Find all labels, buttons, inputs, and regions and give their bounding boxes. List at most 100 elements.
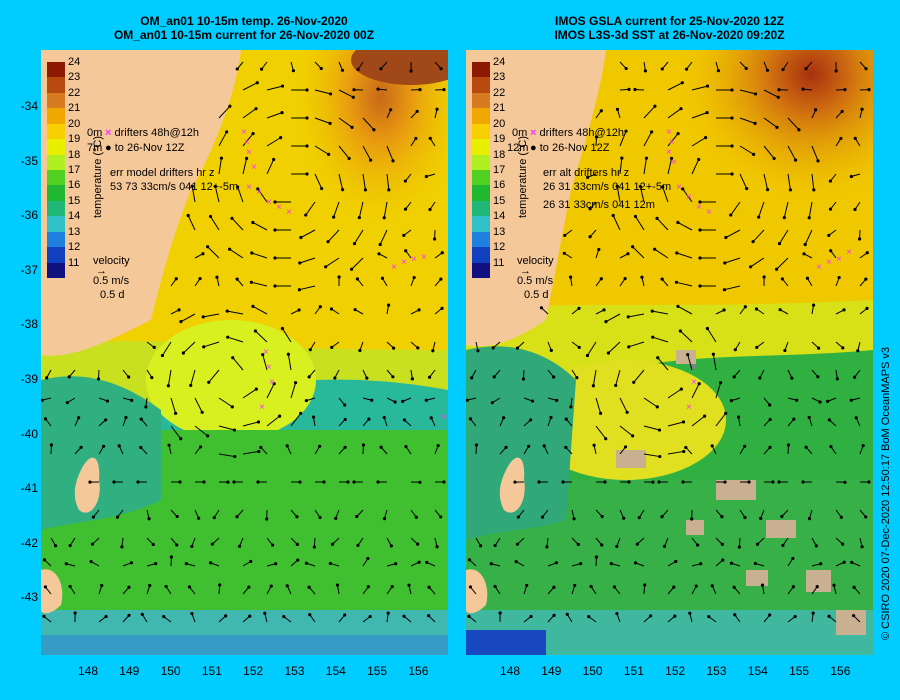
current-arrow bbox=[266, 137, 281, 147]
arrow-head bbox=[780, 514, 784, 519]
arrow-head bbox=[285, 444, 289, 448]
arrow-head bbox=[346, 480, 350, 484]
current-arrow bbox=[242, 421, 259, 427]
current-arrow bbox=[282, 328, 292, 343]
arrow-head bbox=[206, 434, 210, 438]
current-arrow bbox=[612, 215, 621, 231]
arrow-head bbox=[254, 387, 258, 391]
current-arrow bbox=[643, 131, 653, 147]
arrow-head bbox=[89, 559, 93, 564]
current-arrow bbox=[592, 369, 597, 386]
arrow-head bbox=[439, 277, 443, 281]
current-arrow bbox=[739, 89, 756, 95]
arrow-head bbox=[835, 377, 839, 381]
arrow-head bbox=[674, 280, 679, 284]
arrow-head bbox=[792, 417, 796, 421]
arrow-head bbox=[624, 66, 628, 71]
arrow-head bbox=[340, 187, 345, 192]
arrow-head bbox=[235, 277, 239, 281]
arrow-head bbox=[576, 542, 580, 547]
arrow-head bbox=[656, 356, 660, 360]
current-arrow bbox=[616, 186, 621, 203]
x-tick-label: 151 bbox=[623, 664, 644, 678]
arrow-head bbox=[382, 216, 386, 220]
arrow-head bbox=[45, 376, 49, 380]
arrow-head bbox=[439, 515, 443, 519]
current-arrow bbox=[218, 158, 222, 175]
arrow-head bbox=[251, 220, 255, 225]
arrow-head bbox=[620, 156, 624, 160]
current-arrow bbox=[587, 341, 597, 356]
x-tick-label: 154 bbox=[747, 664, 768, 678]
current-arrow bbox=[730, 201, 741, 216]
arrow-head bbox=[772, 156, 776, 161]
arrow-head bbox=[327, 152, 331, 156]
right-map-panel[interactable]: × × × × × × × × × × × × × × × bbox=[466, 50, 873, 655]
arrow-head bbox=[226, 480, 230, 484]
arrow-head bbox=[842, 560, 846, 564]
arrow-head bbox=[569, 405, 573, 409]
arrow-head bbox=[256, 187, 260, 191]
left-map-panel[interactable]: × × × × × × × × × × × × × × × × × × bbox=[41, 50, 448, 655]
arrow-head bbox=[710, 444, 714, 448]
current-arrows bbox=[466, 61, 871, 623]
arrow-head bbox=[765, 68, 770, 72]
left-velocity-speed: 0.5 m/s bbox=[93, 275, 130, 287]
arrow-head bbox=[829, 444, 833, 449]
right-err-line2: 26 31 33cm/s 041 12+-5m bbox=[543, 181, 672, 193]
drifter-marker: × bbox=[266, 197, 272, 208]
arrow-head bbox=[435, 107, 439, 111]
current-arrow bbox=[657, 357, 669, 371]
current-arrow bbox=[750, 257, 765, 268]
arrow-head bbox=[837, 275, 841, 280]
arrow-head bbox=[167, 443, 171, 447]
arrow-head bbox=[233, 454, 237, 459]
current-arrow bbox=[266, 415, 280, 427]
arrow-head bbox=[860, 107, 864, 111]
right-legend-depth-top: 0m bbox=[512, 127, 528, 139]
arrow-head bbox=[372, 128, 376, 132]
current-arrow bbox=[255, 330, 268, 343]
x-tick-label: 156 bbox=[408, 664, 429, 678]
arrow-head bbox=[305, 88, 309, 92]
arrow-head bbox=[865, 306, 869, 310]
arrow-head bbox=[43, 585, 48, 589]
current-arrow bbox=[232, 357, 244, 371]
left-legend-depth-bottom: 7m bbox=[87, 142, 103, 154]
colorbar-swatch bbox=[472, 77, 490, 94]
right-legend-drifters: × drifters 48h@12h bbox=[530, 127, 624, 139]
australia-coast bbox=[466, 50, 606, 347]
arrow-head bbox=[337, 275, 341, 279]
arrow-head bbox=[529, 418, 533, 422]
current-arrow bbox=[242, 158, 248, 175]
arrow-head bbox=[723, 480, 727, 484]
arrow-head bbox=[749, 265, 753, 269]
arrow-head bbox=[391, 159, 395, 163]
current-arrow bbox=[237, 186, 244, 203]
arrow-head bbox=[853, 136, 857, 140]
left-velocity-label: velocity bbox=[93, 255, 130, 267]
arrow-head bbox=[332, 215, 336, 219]
right-legend-to: ● to 26-Nov 12Z bbox=[530, 142, 609, 154]
arrow-head bbox=[768, 403, 772, 407]
current-arrow bbox=[338, 173, 344, 190]
arrow-head bbox=[573, 583, 577, 588]
arrow-head bbox=[672, 585, 676, 589]
arrow-head bbox=[235, 515, 239, 519]
arrow-head bbox=[819, 562, 823, 566]
left-title-line1: OM_an01 10-15m temp. 26-Nov-2020 bbox=[140, 14, 348, 28]
arrow-head bbox=[754, 307, 759, 311]
arrow-head bbox=[521, 377, 526, 381]
arrow-head bbox=[328, 92, 333, 96]
arrow-head bbox=[100, 583, 104, 588]
arrow-head bbox=[814, 544, 818, 548]
arrow-head bbox=[679, 107, 683, 111]
arrow-head bbox=[273, 284, 277, 288]
arrow-head bbox=[326, 240, 330, 244]
arrow-head bbox=[343, 613, 347, 617]
arrow-head bbox=[711, 352, 715, 356]
arrow-head bbox=[269, 584, 273, 588]
drifter-marker: × bbox=[441, 412, 447, 423]
arrow-head bbox=[827, 233, 831, 238]
arrow-head bbox=[791, 585, 795, 589]
